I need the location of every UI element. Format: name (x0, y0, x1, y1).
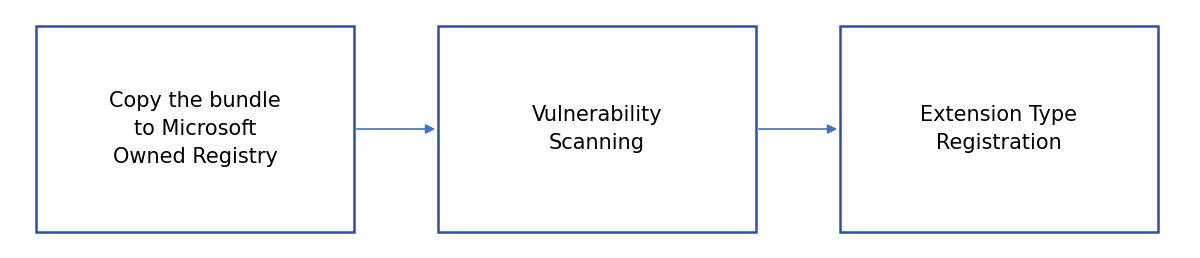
Text: Copy the bundle
to Microsoft
Owned Registry: Copy the bundle to Microsoft Owned Regis… (109, 91, 281, 167)
Bar (840, 26, 1158, 232)
Bar (36, 26, 354, 232)
Text: Extension Type
Registration: Extension Type Registration (920, 105, 1078, 153)
Text: Vulnerability
Scanning: Vulnerability Scanning (532, 105, 662, 153)
Bar (438, 26, 756, 232)
